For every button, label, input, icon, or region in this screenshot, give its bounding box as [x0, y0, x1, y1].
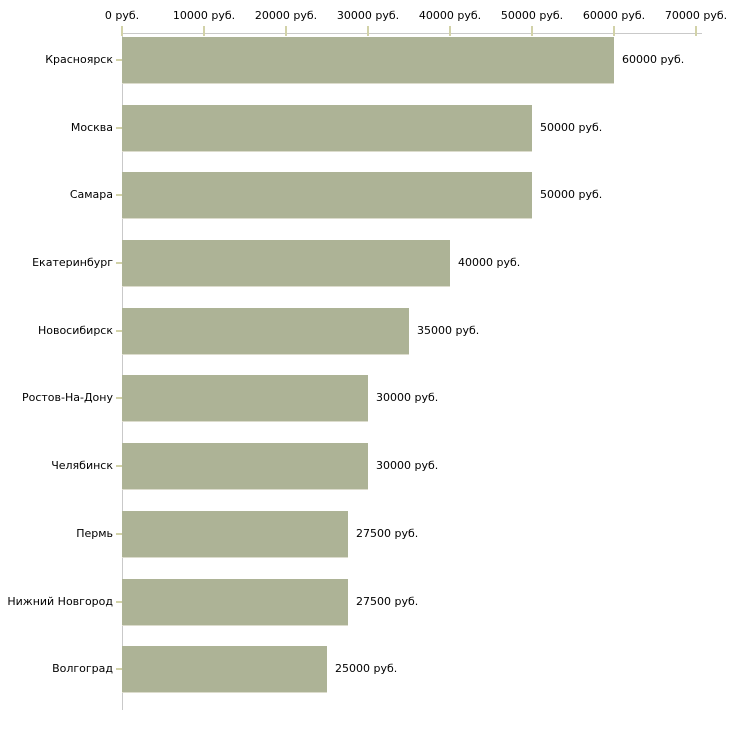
x-tick-mark — [695, 26, 697, 36]
value-label: 50000 руб. — [540, 188, 603, 202]
y-tick-mark — [116, 397, 122, 400]
value-label: 60000 руб. — [622, 53, 685, 66]
x-tick-mark — [613, 26, 615, 36]
value-label: 30000 руб. — [376, 391, 439, 405]
x-tick-label: 30000 руб. — [336, 9, 400, 22]
bar-row: Самара 50000 руб. — [0, 168, 730, 236]
bar — [122, 375, 368, 423]
x-tick-mark — [531, 26, 533, 36]
y-tick-mark — [116, 465, 122, 468]
bar — [122, 172, 532, 220]
bar-row: Нижний Новгород 27500 руб. — [0, 575, 730, 643]
category-label: Волгоград — [52, 662, 113, 676]
category-label: Нижний Новгород — [7, 594, 113, 608]
y-tick-mark — [116, 126, 122, 129]
bar-row: Екатеринбург 40000 руб. — [0, 236, 730, 304]
bar — [122, 307, 409, 355]
x-tick-label: 70000 руб. — [664, 9, 728, 22]
y-tick-mark — [116, 668, 122, 671]
x-axis-line — [122, 33, 702, 34]
x-tick-mark — [203, 26, 205, 36]
category-label: Красноярск — [45, 53, 113, 66]
category-label: Пермь — [76, 526, 113, 540]
value-label: 30000 руб. — [376, 459, 439, 473]
bar — [122, 510, 348, 558]
bar-row: Челябинск 30000 руб. — [0, 439, 730, 507]
x-tick-label: 60000 руб. — [582, 9, 646, 22]
bar-row: Пермь 27500 руб. — [0, 507, 730, 575]
y-tick-mark — [116, 532, 122, 535]
bar — [122, 443, 368, 491]
bar-row: Москва 50000 руб. — [0, 101, 730, 169]
bar-row: Волгоград 25000 руб. — [0, 642, 730, 710]
x-tick-label: 40000 руб. — [418, 9, 482, 22]
bar-row: Красноярск 60000 руб. — [0, 33, 730, 101]
category-label: Новосибирск — [37, 323, 113, 337]
plot-area: Красноярск 60000 руб. Москва 50000 руб. … — [0, 33, 730, 710]
y-tick-mark — [116, 600, 122, 603]
x-tick-mark — [285, 26, 287, 36]
value-label: 25000 руб. — [335, 662, 398, 676]
value-label: 35000 руб. — [417, 323, 480, 337]
bar — [122, 240, 450, 288]
category-label: Екатеринбург — [32, 256, 113, 270]
y-tick-mark — [116, 59, 122, 61]
bar-row: Новосибирск 35000 руб. — [0, 304, 730, 372]
value-label: 40000 руб. — [458, 256, 521, 270]
bar — [122, 37, 614, 84]
y-axis-line — [122, 33, 123, 710]
x-tick-mark — [367, 26, 369, 36]
value-label: 27500 руб. — [356, 526, 419, 540]
bar — [122, 646, 327, 694]
value-label: 27500 руб. — [356, 594, 419, 608]
x-tick-mark — [121, 26, 123, 36]
bar — [122, 578, 348, 626]
category-label: Москва — [70, 120, 113, 134]
category-label: Челябинск — [51, 459, 113, 473]
category-label: Самара — [69, 188, 113, 202]
y-tick-mark — [116, 329, 122, 332]
bar-row: Ростов-На-Дону 30000 руб. — [0, 371, 730, 439]
y-tick-mark — [116, 194, 122, 197]
x-tick-label: 50000 руб. — [500, 9, 564, 22]
category-label: Ростов-На-Дону — [21, 391, 113, 405]
x-tick-label: 0 руб. — [104, 9, 140, 22]
x-tick-label: 20000 руб. — [254, 9, 318, 22]
x-tick-mark — [449, 26, 451, 36]
y-tick-mark — [116, 262, 122, 265]
x-tick-label: 10000 руб. — [172, 9, 236, 22]
value-label: 50000 руб. — [540, 120, 603, 134]
bar — [122, 104, 532, 152]
